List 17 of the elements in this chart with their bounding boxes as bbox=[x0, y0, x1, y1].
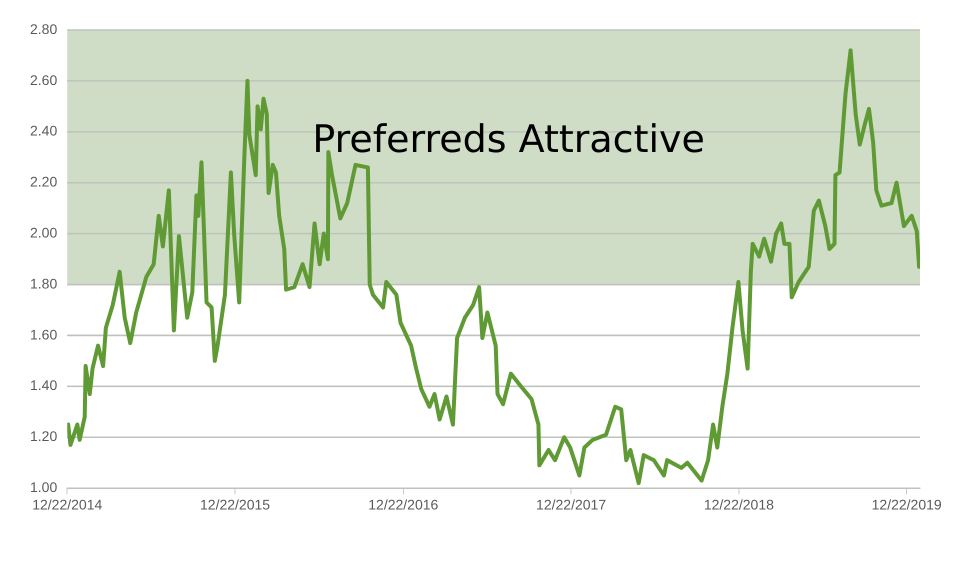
x-tick-label: 12/22/2015 bbox=[200, 496, 270, 512]
y-tick-label: 1.00 bbox=[30, 479, 58, 496]
x-tick-label: 12/22/2017 bbox=[536, 496, 606, 512]
y-tick-label: 2.40 bbox=[30, 122, 58, 139]
y-tick-label: 2.80 bbox=[30, 20, 58, 37]
x-tick-label: 12/22/2018 bbox=[704, 496, 774, 512]
x-tick-label: 12/22/2014 bbox=[32, 496, 102, 512]
y-tick-label: 1.80 bbox=[30, 275, 58, 292]
band-label: Preferreds Attractive bbox=[312, 116, 705, 161]
y-tick-label: 2.20 bbox=[30, 174, 58, 190]
y-tick-label: 1.40 bbox=[30, 377, 58, 394]
y-tick-label: 2.60 bbox=[30, 72, 58, 88]
x-tick-label: 12/22/2016 bbox=[368, 496, 439, 512]
x-tick-label: 12/22/2019 bbox=[872, 496, 942, 512]
y-tick-label: 2.00 bbox=[30, 224, 58, 241]
y-tick-label: 1.20 bbox=[30, 428, 58, 444]
y-tick-label: 1.60 bbox=[30, 326, 58, 342]
